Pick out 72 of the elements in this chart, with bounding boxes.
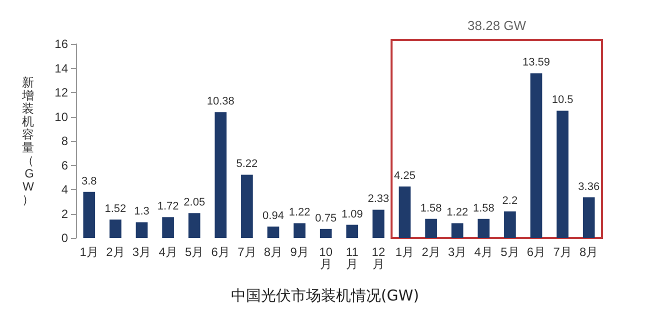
bar	[451, 223, 464, 238]
data-label: 0.75	[315, 212, 337, 224]
data-label: 1.22	[288, 206, 310, 219]
x-tick-label: 7月	[553, 245, 572, 259]
data-label: 2.2	[502, 194, 518, 207]
y-tick-label: 8	[61, 134, 68, 148]
x-tick-label: 8月	[264, 245, 283, 259]
bar	[83, 192, 96, 238]
bar	[398, 186, 411, 238]
y-tick-label: 4	[61, 182, 68, 196]
y-tick-label: 12	[54, 86, 68, 100]
data-label: 13.59	[522, 56, 550, 69]
bar	[214, 112, 227, 238]
bar	[425, 218, 437, 238]
data-label: 0.94	[262, 210, 284, 222]
bar	[267, 226, 280, 238]
bar	[346, 224, 358, 238]
bar	[372, 210, 384, 238]
bar	[530, 73, 542, 238]
bar	[320, 228, 332, 238]
x-tick-label: 12月	[372, 245, 386, 271]
bar	[188, 213, 200, 238]
data-label: 1.3	[134, 206, 150, 218]
bar	[294, 223, 306, 238]
y-tick-label: 10	[54, 110, 68, 124]
bar	[162, 217, 174, 238]
x-tick-label: 5月	[185, 245, 204, 259]
bar	[136, 222, 148, 238]
bar	[110, 220, 122, 238]
data-label: 2.05	[184, 196, 206, 209]
data-label: 5.22	[236, 158, 258, 170]
text: 38.28 GW	[468, 18, 527, 33]
x-tick-label: 5月	[500, 245, 520, 259]
x-tick-label: 6月	[211, 245, 230, 259]
data-label: 1.52	[104, 203, 126, 216]
x-tick-label: 2月	[422, 245, 440, 259]
bar	[478, 218, 490, 238]
data-label: 1.58	[420, 202, 442, 214]
y-tick-label: 16	[54, 37, 68, 51]
data-label: 1.09	[341, 208, 363, 220]
x-tick-label: 1月	[395, 245, 414, 259]
y-tick-label: 2	[61, 206, 68, 221]
x-tick-label: 7月	[238, 245, 256, 259]
text: 中国光伏市场装机情况(GW)	[230, 286, 420, 304]
data-label: 3.36	[578, 180, 600, 193]
bar	[556, 110, 568, 238]
x-tick-label: 3月	[448, 245, 467, 259]
bar	[504, 211, 516, 238]
x-tick-label: 8月	[580, 245, 598, 259]
y-tick-label: 14	[54, 61, 68, 76]
data-label: 2.33	[368, 193, 390, 206]
data-label: 4.25	[394, 170, 416, 182]
data-label: 3.8	[82, 175, 97, 188]
text: 新增装机容量（GW）	[22, 76, 34, 206]
x-tick-label: 6月	[526, 245, 546, 259]
x-tick-label: 3月	[132, 245, 152, 259]
x-tick-label: 2月	[106, 245, 125, 259]
data-label: 10.5	[552, 94, 574, 106]
x-tick-label: 4月	[158, 245, 178, 259]
data-label: 10.38	[206, 96, 234, 108]
data-label: 1.72	[157, 200, 179, 213]
bar	[582, 197, 595, 238]
y-tick-label: 6	[61, 158, 68, 172]
y-tick-label: 0	[61, 231, 68, 245]
x-tick-label: 10月	[319, 245, 333, 271]
x-tick-label: 4月	[474, 245, 493, 259]
data-label: 1.22	[446, 206, 468, 219]
x-tick-label: 11月	[346, 245, 359, 271]
data-label: 1.58	[472, 202, 494, 214]
x-tick-label: 9月	[290, 245, 309, 259]
x-tick-label: 1月	[80, 245, 98, 259]
bar	[241, 174, 253, 238]
